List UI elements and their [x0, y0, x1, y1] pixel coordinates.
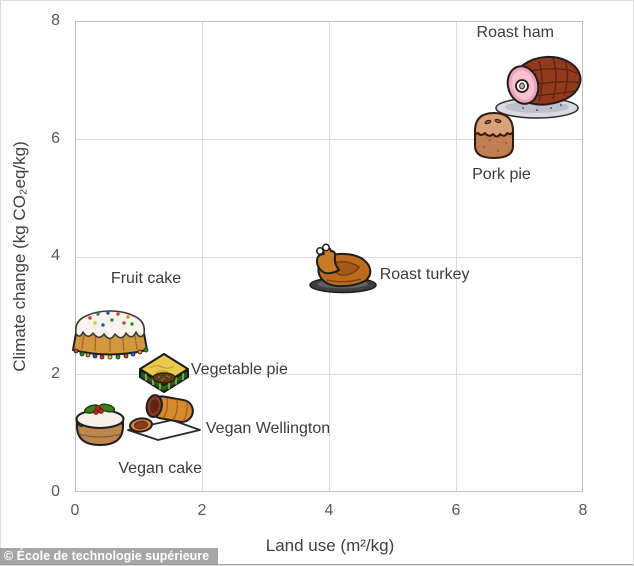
gridline-horizontal [76, 374, 582, 375]
point-label-pork-pie: Pork pie [472, 165, 531, 183]
vegan-wellington-icon [126, 394, 201, 442]
x-tick-label-8: 8 [578, 502, 588, 519]
fruit-cake-icon [71, 310, 149, 360]
y-tick-label-0: 0 [51, 483, 60, 500]
point-label-vegetable-pie: Vegetable pie [190, 361, 288, 379]
y-tick-label-4: 4 [51, 247, 60, 264]
roast-ham-icon [494, 55, 582, 119]
vegan-cake-icon [75, 403, 125, 447]
gridline-vertical [456, 22, 457, 491]
roast-turkey-icon [308, 243, 377, 294]
x-tick-label-0: 0 [70, 502, 80, 519]
vegetable-pie-icon [138, 353, 189, 394]
gridline-vertical [202, 22, 203, 491]
point-label-fruit-cake: Fruit cake [110, 270, 182, 288]
point-label-vegan-wellington: Vegan Wellington [205, 420, 331, 438]
y-tick-label-6: 6 [51, 130, 60, 147]
x-tick-label-2: 2 [197, 502, 207, 519]
watermark: © École de technologie supérieure [0, 548, 219, 565]
gridline-horizontal [76, 139, 582, 140]
y-tick-label-2: 2 [51, 365, 60, 382]
point-label-roast-ham: Roast ham [476, 23, 554, 41]
x-axis-title: Land use (m²/kg) [265, 536, 395, 555]
point-label-vegan-cake: Vegan cake [118, 460, 203, 478]
pork-pie-icon [474, 111, 515, 159]
y-tick-label-8: 8 [51, 12, 60, 29]
x-tick-label-6: 6 [451, 502, 461, 519]
point-label-roast-turkey: Roast turkey [379, 266, 470, 284]
x-tick-label-4: 4 [324, 502, 334, 519]
